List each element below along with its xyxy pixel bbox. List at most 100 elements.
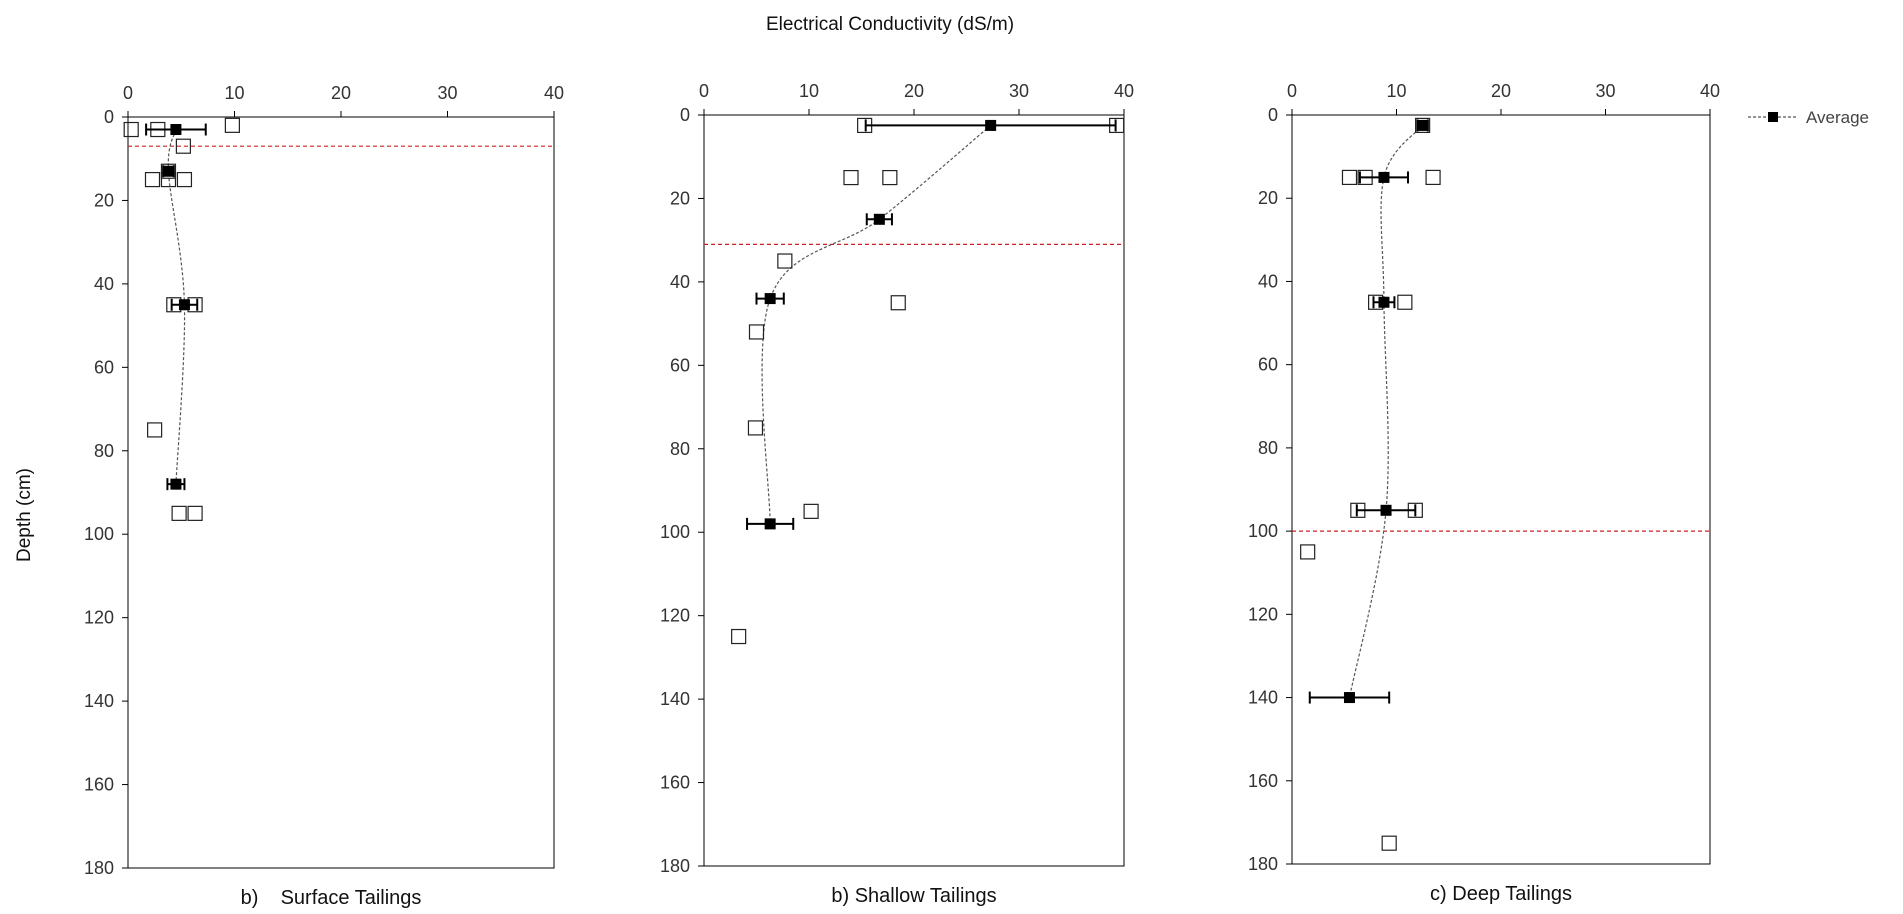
y-axis-label: Depth (cm) bbox=[14, 468, 35, 562]
y-tick-label: 140 bbox=[84, 691, 114, 711]
average-point bbox=[985, 119, 997, 131]
sample-point bbox=[175, 138, 191, 154]
sample-point bbox=[123, 121, 139, 138]
x-tick-label: 0 bbox=[123, 83, 133, 103]
y-tick-label: 0 bbox=[1268, 105, 1278, 125]
y-tick-label: 40 bbox=[670, 272, 690, 292]
y-tick-label: 60 bbox=[1258, 355, 1278, 375]
panel-subtitle: b) Surface Tailings bbox=[241, 887, 422, 909]
sample-point bbox=[1381, 835, 1397, 851]
average-point bbox=[162, 165, 174, 177]
sample-point bbox=[160, 163, 177, 179]
average-point bbox=[1417, 119, 1429, 131]
legend: Average bbox=[1748, 108, 1869, 127]
y-tick-label: 20 bbox=[670, 188, 690, 208]
plot-frame bbox=[1291, 114, 1711, 865]
y-tick-label: 100 bbox=[1248, 521, 1278, 541]
x-tick-label: 20 bbox=[331, 83, 351, 103]
panel-3: 0 10 20 30 40 0 20 40 60 80 100 120 140 160 180 c) Deep… bbox=[1248, 81, 1720, 905]
y-tick-label: 160 bbox=[660, 773, 690, 793]
y-tick-label: 140 bbox=[660, 689, 690, 709]
x-tick-label: 20 bbox=[1491, 81, 1511, 101]
y-tick-label: 120 bbox=[1248, 604, 1278, 624]
sample-point bbox=[176, 171, 193, 188]
y-tick-label: 100 bbox=[660, 522, 690, 542]
x-tick-label: 10 bbox=[1386, 81, 1406, 101]
sample-point bbox=[882, 169, 898, 186]
y-tick-label: 80 bbox=[1258, 438, 1278, 458]
sample-point bbox=[890, 295, 906, 311]
sample-point bbox=[1300, 544, 1316, 560]
y-tick-label: 80 bbox=[670, 439, 690, 459]
y-tick-label: 40 bbox=[94, 274, 114, 294]
sample-point bbox=[147, 422, 163, 438]
y-tick-label: 0 bbox=[104, 107, 114, 127]
y-tick-label: 180 bbox=[1248, 854, 1278, 874]
average-trend-line bbox=[167, 129, 186, 485]
average-point bbox=[764, 293, 776, 305]
sample-point bbox=[144, 171, 161, 188]
sample-point bbox=[187, 505, 203, 521]
panel-2: 0 10 20 30 40 0 20 40 60 80 100 120 140 160 180 b) Shal… bbox=[660, 81, 1134, 907]
x-tick-label: 20 bbox=[904, 81, 924, 101]
sample-point bbox=[731, 628, 747, 645]
sample-point bbox=[1415, 117, 1431, 134]
y-tick-label: 120 bbox=[660, 606, 690, 626]
sample-point bbox=[1425, 169, 1441, 186]
y-tick-label: 40 bbox=[1258, 271, 1278, 291]
y-tick-label: 20 bbox=[94, 190, 114, 210]
average-trend-line bbox=[1348, 125, 1424, 698]
x-tick-label: 30 bbox=[437, 83, 457, 103]
y-tick-label: 140 bbox=[1248, 688, 1278, 708]
average-point bbox=[1378, 296, 1390, 308]
average-point bbox=[1343, 692, 1355, 704]
sample-point bbox=[803, 503, 819, 519]
x-tick-label: 40 bbox=[1700, 81, 1720, 101]
y-tick-label: 60 bbox=[94, 357, 114, 377]
sample-point bbox=[224, 117, 240, 133]
sample-point bbox=[1397, 294, 1413, 310]
average-point bbox=[873, 213, 885, 225]
average-point bbox=[1378, 171, 1390, 183]
x-tick-label: 10 bbox=[799, 81, 819, 101]
x-tick-label: 40 bbox=[544, 83, 564, 103]
average-point bbox=[764, 518, 776, 530]
y-tick-label: 100 bbox=[84, 524, 114, 544]
sample-point bbox=[747, 420, 764, 436]
x-tick-label: 0 bbox=[1287, 81, 1297, 101]
y-tick-label: 180 bbox=[660, 856, 690, 876]
average-point bbox=[1380, 504, 1392, 516]
x-tick-label: 30 bbox=[1595, 81, 1615, 101]
y-tick-label: 0 bbox=[680, 105, 690, 125]
panel-1: 0 10 20 30 40 0 20 40 60 80 100 120 140 160 180 b) Surf… bbox=[84, 83, 564, 909]
x-tick-label: 40 bbox=[1114, 81, 1134, 101]
legend-marker bbox=[1768, 112, 1778, 122]
panel-subtitle: c) Deep Tailings bbox=[1430, 883, 1572, 905]
y-tick-label: 160 bbox=[1248, 771, 1278, 791]
y-tick-label: 120 bbox=[84, 608, 114, 628]
figure-title: Electrical Conductivity (dS/m) bbox=[766, 14, 1014, 35]
panel-subtitle: b) Shallow Tailings bbox=[831, 885, 996, 907]
x-tick-label: 10 bbox=[224, 83, 244, 103]
sample-point bbox=[777, 253, 793, 269]
sample-point bbox=[171, 505, 187, 521]
average-point bbox=[170, 478, 182, 490]
sample-point bbox=[1341, 169, 1358, 186]
average-point bbox=[170, 124, 182, 136]
legend-label: Average bbox=[1806, 108, 1869, 127]
sample-point bbox=[843, 169, 859, 186]
sample-point bbox=[748, 324, 765, 340]
y-tick-label: 60 bbox=[670, 355, 690, 375]
y-tick-label: 160 bbox=[84, 775, 114, 795]
average-trend-line bbox=[761, 124, 992, 524]
plot-frame bbox=[127, 116, 555, 869]
average-point bbox=[178, 299, 190, 311]
plot-frame bbox=[703, 114, 1125, 867]
y-tick-label: 180 bbox=[84, 858, 114, 878]
x-tick-label: 0 bbox=[699, 81, 709, 101]
x-tick-label: 30 bbox=[1009, 81, 1029, 101]
y-tick-label: 20 bbox=[1258, 188, 1278, 208]
y-tick-label: 80 bbox=[94, 441, 114, 461]
